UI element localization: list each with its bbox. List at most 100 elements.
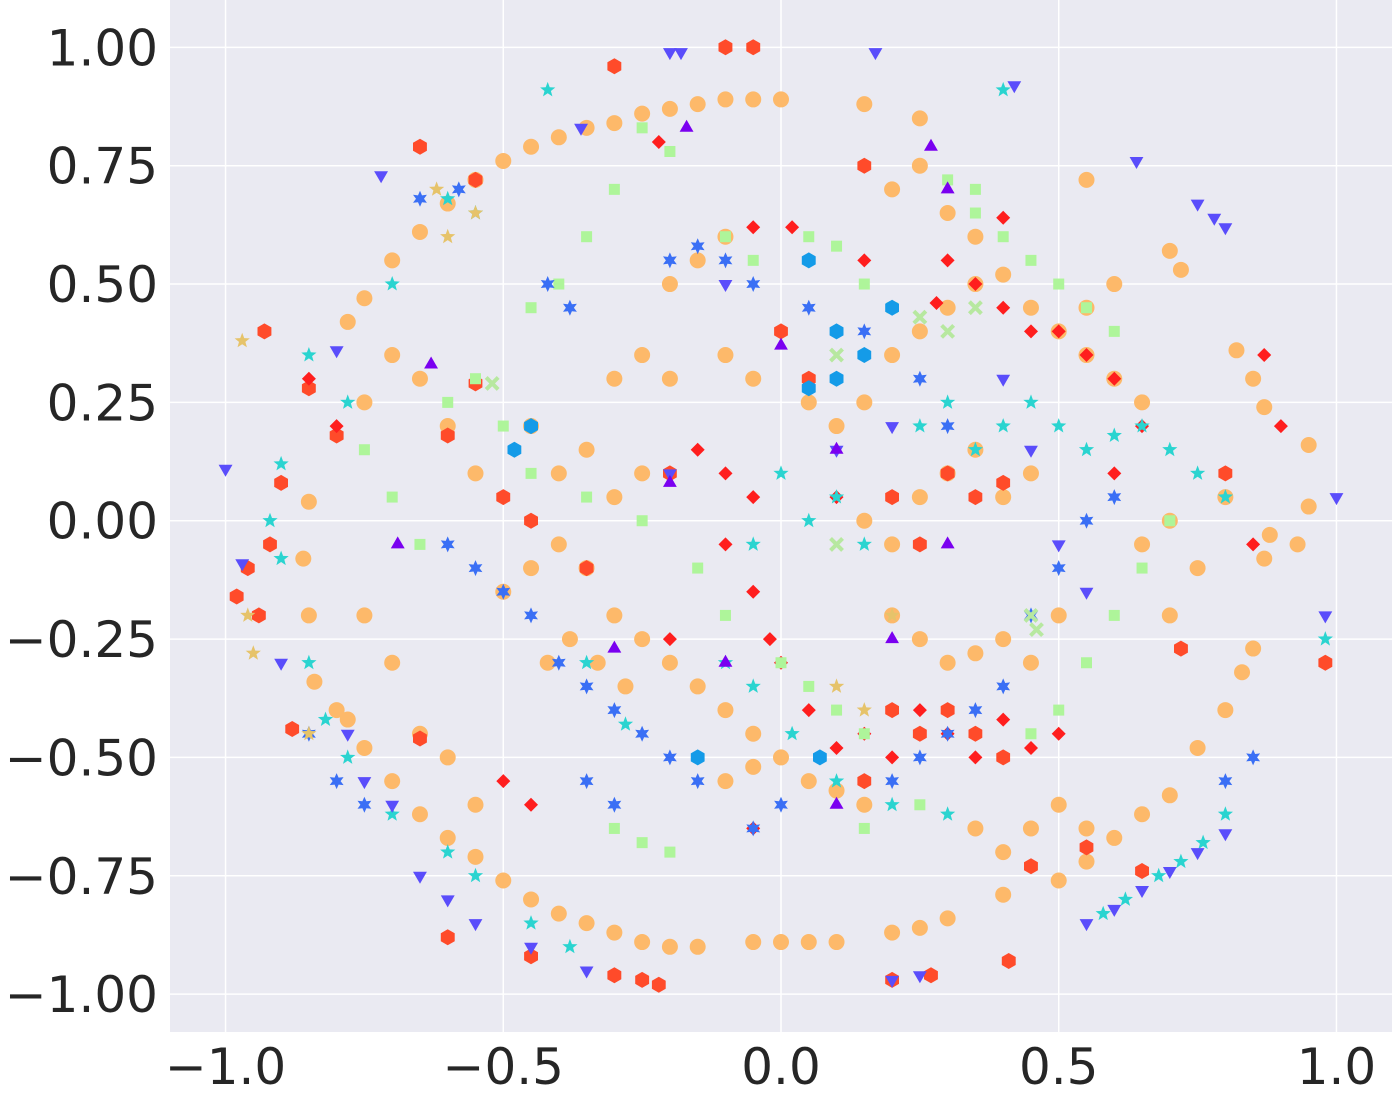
data-point [636, 837, 648, 849]
data-point [295, 550, 312, 567]
data-point [340, 394, 356, 409]
data-point [996, 210, 1011, 225]
data-point [1135, 863, 1149, 879]
data-point [690, 238, 705, 255]
data-point [801, 299, 816, 316]
data-point [1256, 399, 1273, 416]
series-asterisk-5 [301, 181, 1261, 837]
data-point [390, 536, 405, 549]
data-point [773, 91, 789, 108]
data-point [663, 474, 677, 487]
data-point [1050, 607, 1067, 624]
data-point [1022, 299, 1039, 316]
data-point [1079, 839, 1094, 856]
data-point [996, 712, 1011, 727]
data-point [356, 739, 373, 756]
data-point [857, 157, 872, 174]
data-point [885, 975, 899, 988]
data-point [1300, 498, 1317, 515]
data-point [1050, 796, 1067, 813]
data-point [1022, 465, 1039, 482]
data-point [718, 280, 733, 292]
data-point [414, 538, 426, 550]
data-point [996, 374, 1011, 387]
data-point [996, 749, 1011, 766]
data-point [384, 347, 401, 364]
data-point [1161, 242, 1178, 259]
data-point [413, 871, 427, 884]
data-point [885, 299, 899, 316]
data-point [813, 749, 827, 766]
data-point [1079, 919, 1094, 932]
data-point [801, 252, 816, 269]
data-point [257, 323, 272, 340]
data-point [1190, 199, 1205, 212]
data-point [439, 195, 456, 212]
data-point [1107, 489, 1122, 506]
data-point [995, 631, 1012, 648]
data-point [942, 174, 954, 186]
data-point [579, 966, 594, 979]
data-point [885, 702, 899, 719]
data-point [1129, 157, 1144, 169]
data-point [940, 323, 956, 339]
data-point [718, 39, 733, 56]
data-point [540, 276, 555, 292]
data-point [563, 299, 577, 316]
y-tick-label: 0.00 [47, 493, 158, 551]
data-point [495, 872, 512, 889]
data-point [718, 537, 733, 552]
data-point [1029, 622, 1044, 638]
data-point [468, 560, 483, 577]
data-point [1318, 611, 1333, 624]
data-point [745, 758, 762, 775]
data-point [829, 536, 844, 552]
data-point [440, 929, 455, 946]
series-hexagon-8 [507, 252, 899, 766]
series-star-9 [234, 181, 900, 741]
data-point [523, 560, 540, 577]
data-point [384, 252, 401, 269]
data-point [467, 465, 484, 482]
data-point [1107, 371, 1122, 386]
data-point [745, 370, 762, 387]
data-point [634, 631, 651, 648]
data-point [1051, 726, 1066, 741]
data-point [551, 654, 566, 671]
data-point [339, 711, 356, 728]
data-point [1095, 905, 1111, 921]
data-point [1053, 278, 1065, 290]
data-point [939, 205, 956, 222]
data-point [996, 678, 1011, 695]
data-point [717, 347, 734, 364]
data-point [497, 420, 509, 432]
data-point [912, 536, 927, 553]
data-point [413, 730, 427, 747]
data-point [1024, 741, 1038, 755]
data-point [440, 228, 456, 244]
data-point [718, 654, 733, 667]
data-point [1136, 562, 1148, 574]
data-point [300, 493, 317, 510]
data-point [301, 654, 317, 670]
data-point [967, 441, 983, 457]
data-point [1246, 537, 1261, 552]
data-point [911, 919, 928, 936]
data-point [440, 190, 456, 206]
data-point [442, 396, 454, 408]
data-point [263, 536, 277, 553]
data-point [939, 910, 956, 927]
data-point [440, 427, 455, 444]
data-point [1318, 654, 1333, 671]
data-point [940, 253, 955, 268]
data-point [857, 253, 872, 268]
y-tick-label: −1.00 [5, 966, 158, 1024]
data-point [440, 844, 456, 859]
data-point [1218, 465, 1233, 482]
data-point [1256, 550, 1273, 567]
y-tick-label: 0.50 [47, 256, 158, 314]
data-point [523, 138, 540, 155]
data-point [553, 278, 565, 290]
data-point [384, 276, 400, 291]
data-point [912, 370, 927, 387]
